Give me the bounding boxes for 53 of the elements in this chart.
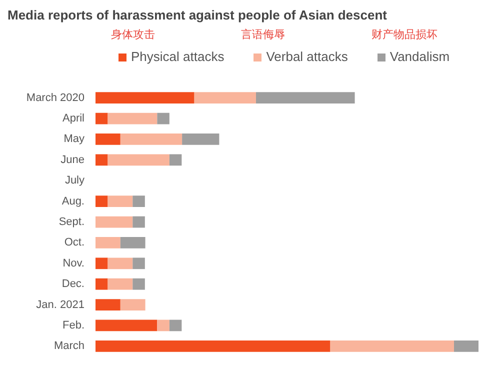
text: 财产物品损坏 [371, 28, 438, 41]
y-tick-label: June [60, 154, 85, 166]
text: 身体攻击 [110, 28, 155, 41]
y-tick-label: Oct. [64, 236, 85, 249]
y-tick-label: May [64, 133, 85, 146]
legend-label: Vandalism [390, 49, 450, 64]
y-tick-label: Aug. [62, 195, 85, 208]
bar [108, 196, 133, 207]
bar [96, 134, 120, 145]
y-tick-label: Nov. [62, 257, 85, 270]
bar [96, 216, 133, 228]
bar [194, 92, 256, 104]
bar [96, 320, 158, 332]
bar [157, 320, 170, 332]
bar [108, 112, 158, 124]
bar [120, 299, 146, 310]
legend-label: Physical attacks [131, 49, 224, 64]
bar [256, 92, 355, 104]
bar [454, 340, 478, 352]
bar [108, 258, 133, 270]
bar [330, 340, 454, 352]
y-tick-label: Feb. [62, 319, 85, 332]
bar [96, 196, 108, 207]
y-tick-label: Jan. 2021 [36, 298, 85, 311]
bar [96, 299, 120, 310]
bar [108, 278, 133, 290]
y-tick-label: April [62, 112, 85, 125]
text: 言语侮辱 [241, 28, 286, 41]
bar [132, 216, 145, 228]
bar [182, 134, 220, 145]
y-tick-label: March [54, 340, 84, 352]
bar [132, 196, 145, 207]
bar [108, 154, 170, 166]
y-tick-label: Sept. [58, 216, 85, 228]
y-tick-label: March 2020 [26, 92, 85, 104]
bar [96, 340, 330, 352]
bar [96, 237, 120, 248]
bar [96, 154, 108, 166]
bar [96, 258, 108, 270]
bar [169, 320, 182, 332]
bar [132, 278, 145, 290]
chart-title: Media reports of harassment against people of Asian descent [8, 8, 388, 22]
bar [120, 134, 182, 145]
y-tick-label: Dec. [62, 278, 85, 290]
legend-label: Verbal attacks [266, 49, 348, 64]
bar [96, 92, 194, 104]
bar [120, 237, 146, 248]
bar [169, 154, 182, 166]
bar [157, 112, 170, 124]
y-tick-label: July [64, 174, 85, 187]
bar [96, 112, 108, 124]
bar [132, 258, 145, 270]
bar [96, 278, 108, 290]
